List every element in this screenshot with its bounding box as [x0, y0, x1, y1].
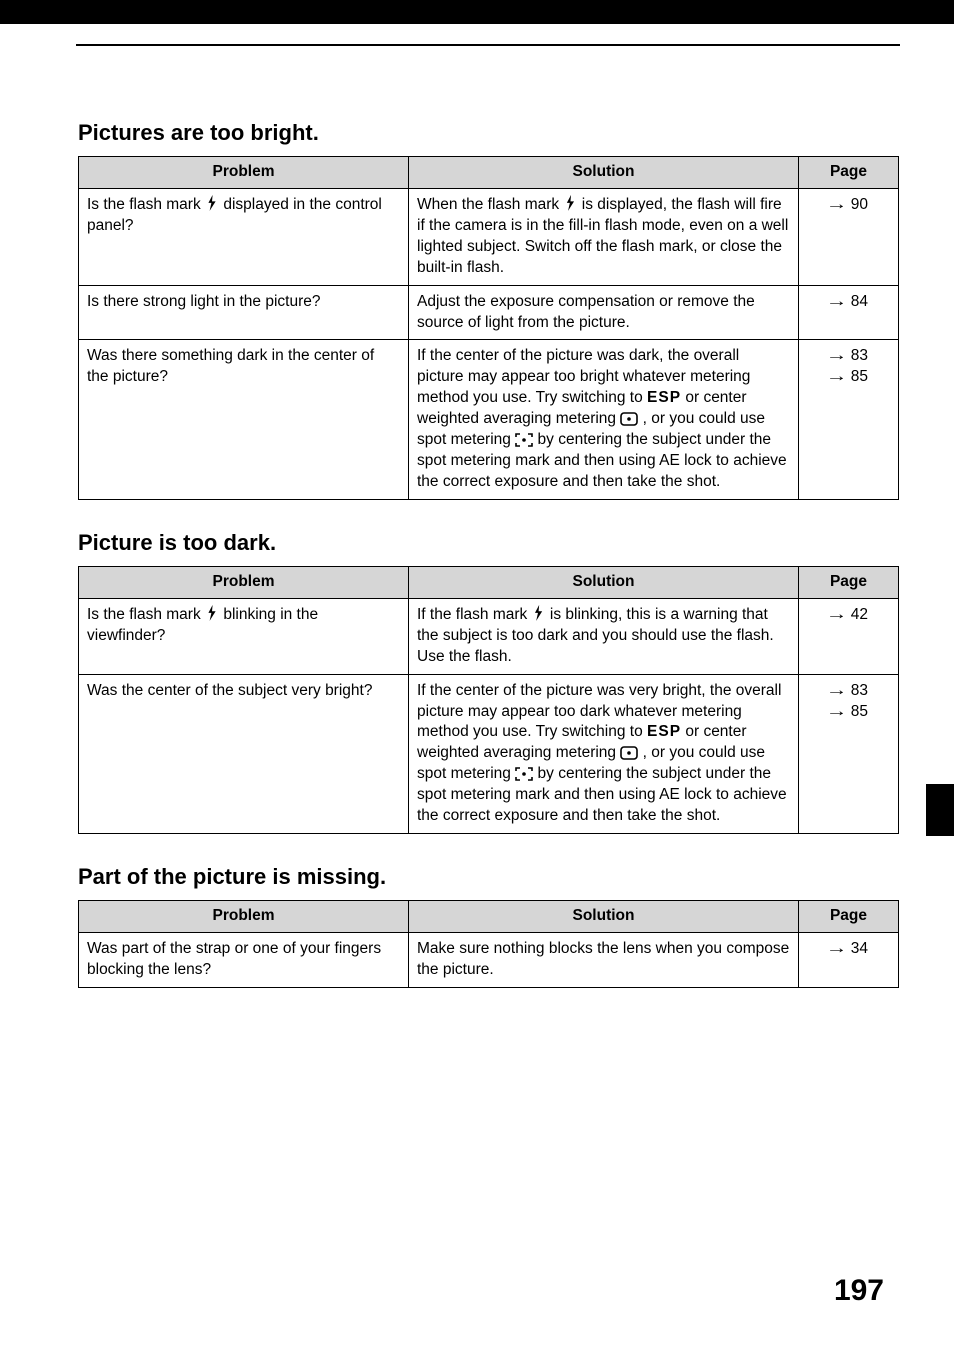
page-cell: → 83 → 85 — [799, 674, 899, 833]
text-fragment: When the flash mark — [417, 196, 563, 213]
text-fragment: If the flash mark — [417, 606, 532, 623]
solution-cell: Adjust the exposure compensation or remo… — [409, 285, 799, 340]
arrow-icon: → — [826, 939, 848, 960]
table-row: Was the center of the subject very brigh… — [79, 674, 899, 833]
page-ref: 34 — [851, 940, 868, 957]
flash-icon — [564, 195, 576, 211]
spot-metering-icon — [515, 765, 533, 782]
solution-cell: If the center of the picture was dark, t… — [409, 340, 799, 499]
section-picture-too-dark: Picture is too dark. Problem Solution Pa… — [78, 530, 898, 834]
section-title: Part of the picture is missing. — [78, 864, 898, 890]
right-edge-tab — [926, 784, 954, 836]
problem-cell: Is there strong light in the picture? — [79, 285, 409, 340]
header-page: Page — [799, 566, 899, 598]
problem-cell: Is the flash mark displayed in the contr… — [79, 188, 409, 285]
troubleshoot-table-1: Problem Solution Page Is the flash mark … — [78, 156, 899, 500]
arrow-icon: → — [826, 346, 848, 367]
page-ref: 85 — [851, 368, 868, 385]
esp-label: ESP — [647, 389, 681, 406]
arrow-icon: → — [826, 292, 848, 313]
header-solution: Solution — [409, 157, 799, 189]
problem-cell: Is the flash mark blinking in the viewfi… — [79, 598, 409, 674]
page-ref: 90 — [851, 196, 868, 213]
section-part-missing: Part of the picture is missing. Problem … — [78, 864, 898, 988]
center-weighted-metering-icon — [620, 744, 638, 761]
content-area: Pictures are too bright. Problem Solutio… — [78, 120, 898, 1018]
page-number: 197 — [834, 1274, 884, 1308]
text-fragment: Is the flash mark — [87, 196, 205, 213]
header-solution: Solution — [409, 566, 799, 598]
header-page: Page — [799, 157, 899, 189]
page-cell: → 84 — [799, 285, 899, 340]
section-pictures-too-bright: Pictures are too bright. Problem Solutio… — [78, 120, 898, 500]
top-black-bar — [0, 0, 954, 24]
solution-cell: Make sure nothing blocks the lens when y… — [409, 932, 799, 987]
table-row: Is the flash mark displayed in the contr… — [79, 188, 899, 285]
table-header-row: Problem Solution Page — [79, 901, 899, 933]
section-title: Picture is too dark. — [78, 530, 898, 556]
arrow-icon: → — [826, 702, 848, 723]
page-cell: → 42 — [799, 598, 899, 674]
flash-icon — [533, 605, 545, 621]
center-weighted-metering-icon — [620, 410, 638, 427]
arrow-icon: → — [826, 605, 848, 626]
section-title: Pictures are too bright. — [78, 120, 898, 146]
table-row: Is the flash mark blinking in the viewfi… — [79, 598, 899, 674]
flash-icon — [206, 605, 218, 621]
arrow-icon: → — [826, 367, 848, 388]
table-row: Was part of the strap or one of your fin… — [79, 932, 899, 987]
page-ref: 85 — [851, 703, 868, 720]
header-problem: Problem — [79, 901, 409, 933]
solution-cell: If the flash mark is blinking, this is a… — [409, 598, 799, 674]
header-problem: Problem — [79, 566, 409, 598]
spot-metering-icon — [515, 431, 533, 448]
page-cell: → 90 — [799, 188, 899, 285]
arrow-icon: → — [826, 681, 848, 702]
problem-cell: Was part of the strap or one of your fin… — [79, 932, 409, 987]
problem-cell: Was there something dark in the center o… — [79, 340, 409, 499]
solution-cell: If the center of the picture was very br… — [409, 674, 799, 833]
text-fragment: Is the flash mark — [87, 606, 205, 623]
header-solution: Solution — [409, 901, 799, 933]
problem-cell: Was the center of the subject very brigh… — [79, 674, 409, 833]
page-container: Pictures are too bright. Problem Solutio… — [0, 0, 954, 1352]
table-row: Is there strong light in the picture? Ad… — [79, 285, 899, 340]
top-thin-line — [76, 44, 900, 46]
page-cell: → 83 → 85 — [799, 340, 899, 499]
esp-label: ESP — [647, 723, 681, 740]
table-row: Was there something dark in the center o… — [79, 340, 899, 499]
table-header-row: Problem Solution Page — [79, 157, 899, 189]
table-header-row: Problem Solution Page — [79, 566, 899, 598]
page-ref: 42 — [851, 606, 868, 623]
page-ref: 84 — [851, 293, 868, 310]
flash-icon — [206, 195, 218, 211]
page-ref: 83 — [851, 682, 868, 699]
header-page: Page — [799, 901, 899, 933]
solution-cell: When the flash mark is displayed, the fl… — [409, 188, 799, 285]
page-cell: → 34 — [799, 932, 899, 987]
page-ref: 83 — [851, 347, 868, 364]
troubleshoot-table-2: Problem Solution Page Is the flash mark … — [78, 566, 899, 834]
header-problem: Problem — [79, 157, 409, 189]
arrow-icon: → — [826, 195, 848, 216]
troubleshoot-table-3: Problem Solution Page Was part of the st… — [78, 900, 899, 988]
